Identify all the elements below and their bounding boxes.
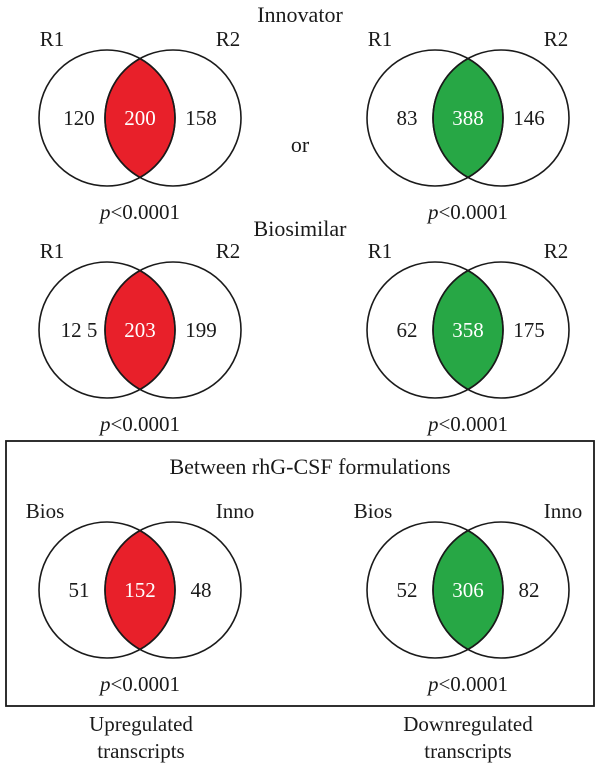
p-symbol: p [426, 412, 439, 436]
left-set-circle [38, 521, 176, 659]
right-only-count: 146 [513, 106, 545, 130]
right-only-count: 158 [185, 106, 217, 130]
venn-innovator-up: R1 R2 120 200 158 p<0.0001 [38, 27, 242, 224]
overlap-count: 358 [452, 318, 484, 342]
left-set-label: R1 [368, 27, 393, 51]
overlap-count: 203 [124, 318, 156, 342]
p-value: p<0.0001 [98, 412, 180, 436]
p-value-text: <0.0001 [110, 412, 180, 436]
footer-down-line2: transcripts [424, 739, 511, 763]
left-set-label: R1 [40, 239, 65, 263]
between-formulations-box [5, 440, 595, 707]
overlap-count: 200 [124, 106, 156, 130]
heading-innovator: Innovator [257, 2, 343, 27]
left-set-circle [38, 49, 176, 187]
overlap-count: 152 [124, 578, 156, 602]
p-value-text: <0.0001 [438, 672, 508, 696]
p-value: p<0.0001 [98, 672, 180, 696]
right-only-count: 175 [513, 318, 545, 342]
p-symbol: p [426, 200, 439, 224]
left-set-circle [38, 261, 176, 399]
left-only-count: 62 [397, 318, 418, 342]
p-value-text: <0.0001 [110, 200, 180, 224]
footer-up-line1: Upregulated [89, 712, 193, 736]
left-only-count: 51 [69, 578, 90, 602]
right-set-circle [104, 521, 242, 659]
heading-or: or [291, 132, 310, 157]
footer-up-line2: transcripts [97, 739, 184, 763]
p-value-text: <0.0001 [438, 200, 508, 224]
right-set-label: R2 [544, 239, 569, 263]
right-set-circle [432, 261, 570, 399]
overlap-count: 306 [452, 578, 484, 602]
heading-biosimilar: Biosimilar [254, 216, 348, 241]
p-value: p<0.0001 [426, 200, 508, 224]
left-set-label: R1 [40, 27, 65, 51]
p-value: p<0.0001 [426, 672, 508, 696]
p-symbol: p [426, 672, 439, 696]
left-set-circle [366, 261, 504, 399]
left-set-label: R1 [368, 239, 393, 263]
left-only-count: 120 [63, 106, 95, 130]
p-symbol: p [98, 672, 111, 696]
venn-biosimilar-down: R1 R2 62 358 175 p<0.0001 [366, 239, 570, 436]
left-set-label: Bios [354, 499, 393, 523]
right-set-label: Inno [544, 499, 583, 523]
right-set-circle [104, 49, 242, 187]
footer-down-line1: Downregulated [403, 712, 533, 736]
right-set-label: R2 [544, 27, 569, 51]
left-set-circle [366, 521, 504, 659]
p-value: p<0.0001 [98, 200, 180, 224]
right-only-count: 82 [519, 578, 540, 602]
left-only-count: 12 5 [61, 318, 98, 342]
right-set-circle [432, 49, 570, 187]
heading-between: Between rhG-CSF formulations [169, 454, 450, 479]
venn-between-down: Bios Inno 52 306 82 p<0.0001 [354, 499, 583, 696]
p-symbol: p [98, 412, 111, 436]
p-value-text: <0.0001 [110, 672, 180, 696]
overlap-count: 388 [452, 106, 484, 130]
left-only-count: 52 [397, 578, 418, 602]
right-set-label: Inno [216, 499, 255, 523]
left-set-circle [366, 49, 504, 187]
p-value-text: <0.0001 [438, 412, 508, 436]
right-set-label: R2 [216, 27, 241, 51]
venn-biosimilar-up: R1 R2 12 5 203 199 p<0.0001 [38, 239, 242, 436]
venn-innovator-down: R1 R2 83 388 146 p<0.0001 [366, 27, 570, 224]
left-only-count: 83 [397, 106, 418, 130]
right-only-count: 199 [185, 318, 217, 342]
p-symbol: p [98, 200, 111, 224]
right-set-label: R2 [216, 239, 241, 263]
right-set-circle [104, 261, 242, 399]
right-set-circle [432, 521, 570, 659]
p-value: p<0.0001 [426, 412, 508, 436]
venn-between-up: Bios Inno 51 152 48 p<0.0001 [26, 499, 255, 696]
right-only-count: 48 [191, 578, 212, 602]
left-set-label: Bios [26, 499, 65, 523]
